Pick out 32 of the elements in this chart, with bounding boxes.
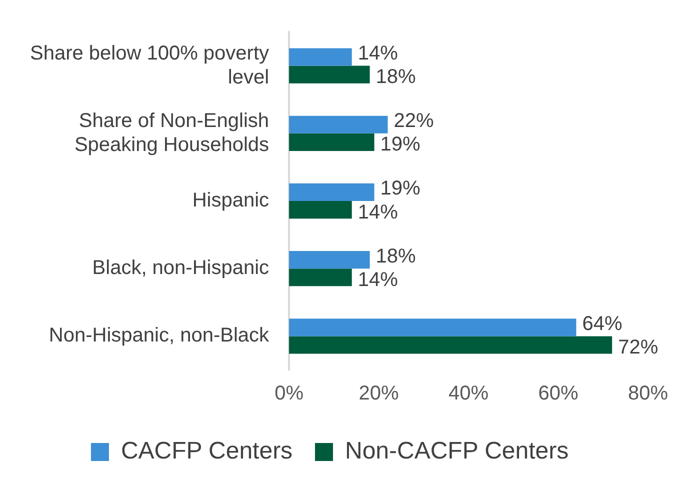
bar — [289, 66, 370, 84]
y-tick-label: Non-Hispanic, non-Black — [48, 324, 270, 347]
data-label: 18% — [376, 66, 416, 88]
y-tick-label: Share of Non-English Speaking Households — [74, 110, 270, 156]
bar — [289, 116, 388, 134]
y-tick-label: Hispanic — [192, 190, 270, 212]
data-label: 14% — [358, 201, 398, 224]
legend-label: Non-CACFP Centers — [344, 438, 569, 465]
x-tick-label: 20% — [358, 382, 399, 405]
bar — [289, 183, 374, 201]
legend-label: CACFP Centers — [120, 438, 293, 465]
bar — [289, 336, 612, 354]
bar — [289, 48, 352, 66]
y-tick-label: Share below 100% poverty level — [30, 42, 270, 88]
data-label: 19% — [380, 178, 421, 200]
x-tick-label: 60% — [538, 382, 578, 405]
data-label: 22% — [394, 110, 434, 132]
bar — [289, 201, 352, 219]
data-label: 72% — [618, 336, 658, 359]
x-tick-label: 0% — [274, 382, 304, 405]
data-label: 64% — [582, 312, 622, 335]
bar — [289, 268, 352, 286]
data-label: 19% — [380, 134, 421, 156]
data-label: 14% — [358, 268, 398, 291]
x-tick-label: 40% — [448, 382, 489, 405]
y-tick-label: Black, non-Hispanic — [92, 257, 270, 280]
data-label: 14% — [358, 42, 398, 65]
bar — [289, 133, 374, 151]
bar — [289, 318, 576, 336]
bar — [289, 251, 370, 269]
data-label: 18% — [376, 245, 416, 268]
x-tick-label: 80% — [628, 382, 668, 405]
